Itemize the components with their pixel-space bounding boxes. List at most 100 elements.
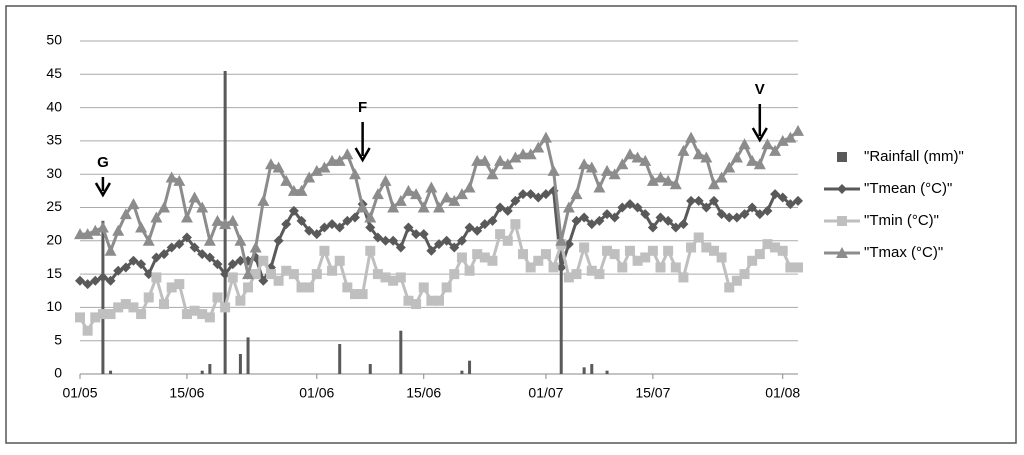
marker xyxy=(571,215,582,226)
marker xyxy=(89,224,102,236)
marker xyxy=(158,201,171,213)
marker xyxy=(220,302,231,313)
marker xyxy=(670,222,681,233)
marker xyxy=(90,312,101,323)
marker xyxy=(75,312,85,323)
marker xyxy=(189,242,200,253)
marker xyxy=(502,235,513,246)
marker xyxy=(678,272,689,283)
marker xyxy=(365,222,376,233)
marker xyxy=(380,235,391,246)
marker xyxy=(677,144,690,156)
x-tick-label: 15/06 xyxy=(406,385,441,401)
marker xyxy=(128,302,139,313)
marker xyxy=(770,189,781,200)
marker xyxy=(518,249,529,260)
bar xyxy=(582,367,586,374)
x-tick-label: 01/07 xyxy=(528,385,563,401)
marker xyxy=(724,212,735,223)
marker xyxy=(151,272,162,283)
marker xyxy=(785,199,796,210)
marker xyxy=(562,201,575,213)
marker xyxy=(707,178,720,190)
marker xyxy=(616,158,629,170)
marker xyxy=(197,249,208,260)
marker xyxy=(388,275,399,286)
annotation: G xyxy=(97,154,109,171)
marker xyxy=(304,282,315,293)
marker xyxy=(349,289,360,300)
marker xyxy=(411,299,422,310)
marker xyxy=(509,151,522,163)
marker xyxy=(655,262,666,273)
marker xyxy=(365,245,376,256)
marker xyxy=(540,189,551,200)
marker xyxy=(647,245,658,256)
marker xyxy=(761,138,774,150)
marker xyxy=(571,269,582,280)
marker xyxy=(716,209,727,220)
marker xyxy=(281,219,292,230)
marker xyxy=(646,174,659,186)
y-tick-label: 40 xyxy=(46,98,62,114)
marker xyxy=(654,171,667,183)
marker xyxy=(281,265,292,276)
marker xyxy=(128,255,139,266)
legend-label: "Tmax (°C)" xyxy=(864,244,943,261)
marker xyxy=(82,325,93,336)
marker xyxy=(341,148,354,160)
marker xyxy=(417,201,430,213)
marker xyxy=(310,164,323,176)
marker xyxy=(539,131,552,143)
bar xyxy=(399,330,403,374)
marker xyxy=(82,279,93,290)
y-tick-label: 45 xyxy=(46,65,62,81)
marker xyxy=(334,222,345,233)
marker xyxy=(602,209,613,220)
marker xyxy=(327,219,338,230)
marker xyxy=(143,292,154,303)
marker xyxy=(410,188,423,200)
marker xyxy=(426,245,437,256)
marker xyxy=(212,292,223,303)
marker xyxy=(120,262,131,273)
legend-label: "Rainfall (mm)" xyxy=(864,148,964,165)
marker xyxy=(785,262,796,273)
marker xyxy=(258,275,269,286)
marker xyxy=(242,268,255,280)
marker xyxy=(411,229,422,240)
marker xyxy=(173,174,186,186)
legend-label: "Tmin (°C)" xyxy=(864,212,939,229)
marker xyxy=(426,295,437,306)
marker xyxy=(585,161,598,173)
marker xyxy=(227,272,238,283)
y-tick-label: 10 xyxy=(46,298,62,314)
marker xyxy=(257,194,270,206)
marker xyxy=(701,202,712,213)
arrow-head xyxy=(94,182,111,198)
marker xyxy=(75,275,85,286)
annotation: V xyxy=(755,81,765,98)
marker xyxy=(264,158,277,170)
marker xyxy=(837,184,847,194)
marker xyxy=(449,242,460,253)
marker xyxy=(502,205,513,216)
marker xyxy=(464,265,475,276)
marker xyxy=(594,269,605,280)
marker xyxy=(716,252,727,263)
marker xyxy=(104,244,117,256)
marker xyxy=(295,184,308,196)
marker xyxy=(296,215,307,226)
marker xyxy=(280,174,293,186)
arrow-head xyxy=(354,147,371,163)
marker xyxy=(746,154,759,166)
marker xyxy=(617,262,628,273)
marker xyxy=(181,232,192,243)
marker xyxy=(273,235,284,246)
marker xyxy=(540,249,551,260)
marker xyxy=(663,215,674,226)
y-tick-label: 25 xyxy=(46,198,62,214)
marker xyxy=(387,201,400,213)
legend-swatch xyxy=(837,152,847,162)
marker xyxy=(136,259,147,270)
